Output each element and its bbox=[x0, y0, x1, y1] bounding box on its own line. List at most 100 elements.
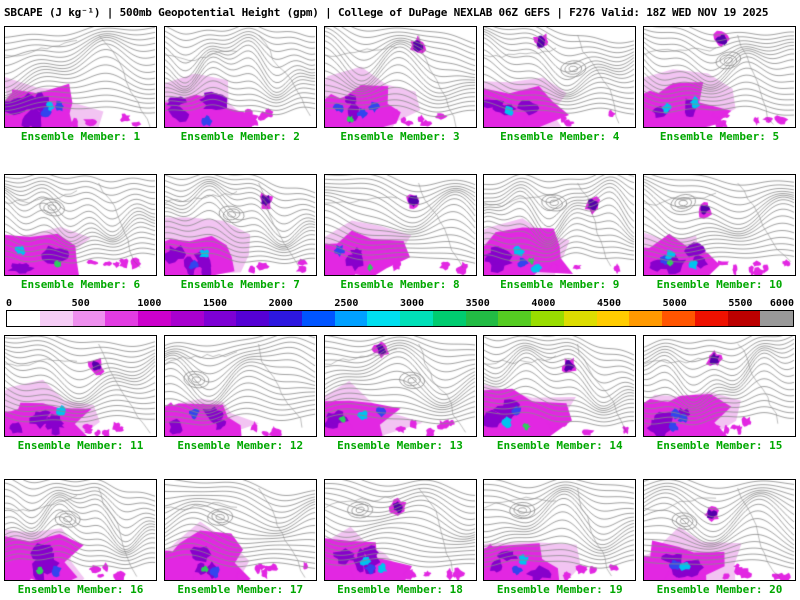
colorbar-tick-label: 4000 bbox=[531, 298, 556, 309]
ensemble-member-label: Ensemble Member: 20 bbox=[656, 583, 783, 596]
label-row-1: Ensemble Member: 1 Ensemble Member: 2 Ense… bbox=[0, 130, 800, 146]
ensemble-map-panel bbox=[643, 479, 796, 581]
ensemble-map-panel bbox=[163, 335, 317, 437]
ensemble-member-label: Ensemble Member: 12 bbox=[177, 439, 304, 452]
panel-row-4 bbox=[0, 479, 800, 581]
colorbar-tick-label: 2500 bbox=[334, 298, 359, 309]
ensemble-map-panel bbox=[483, 26, 637, 128]
ensemble-map bbox=[324, 175, 476, 275]
ensemble-map-panel bbox=[4, 174, 157, 276]
label-row-3: Ensemble Member: 11 Ensemble Member: 12 En… bbox=[0, 439, 800, 455]
ensemble-member-label: Ensemble Member: 5 bbox=[659, 130, 780, 143]
cape-colorbar: 0 500 1000 1500 2000 2500 3000 3500 4000 4500 5000… bbox=[6, 298, 794, 327]
colorbar-segment bbox=[105, 311, 138, 326]
colorbar-segment bbox=[170, 311, 204, 326]
ensemble-member-label: Ensemble Member: 13 bbox=[337, 439, 463, 452]
ensemble-member-label: Ensemble Member: 10 bbox=[656, 278, 783, 291]
colorbar-segment bbox=[531, 311, 564, 326]
ensemble-member-label: Ensemble Member: 1 bbox=[20, 130, 141, 143]
ensemble-member-label: Ensemble Member: 3 bbox=[340, 130, 460, 143]
ensemble-map-panel bbox=[4, 479, 157, 581]
ensemble-map-panel bbox=[4, 335, 157, 437]
ensemble-member-label: Ensemble Member: 6 bbox=[20, 278, 141, 291]
ensemble-member-label: Ensemble Member: 7 bbox=[180, 278, 300, 291]
colorbar-tick-label: 5500 bbox=[728, 298, 753, 309]
ensemble-map bbox=[164, 336, 316, 436]
colorbar-segment bbox=[138, 311, 171, 326]
colorbar-tick-label: 0 bbox=[6, 298, 13, 309]
colorbar-segment bbox=[465, 311, 499, 326]
ensemble-map-panel bbox=[643, 174, 796, 276]
colorbar-segment bbox=[334, 311, 368, 326]
ensemble-map-panel bbox=[323, 479, 477, 581]
colorbar-tick-label: 3500 bbox=[465, 298, 490, 309]
ensemble-member-label: Ensemble Member: 15 bbox=[656, 439, 783, 452]
colorbar-tick-label: 2000 bbox=[268, 298, 293, 309]
colorbar-segment bbox=[7, 311, 40, 326]
colorbar-segment bbox=[563, 311, 597, 326]
ensemble-map bbox=[5, 480, 156, 580]
colorbar-segment bbox=[662, 311, 695, 326]
colorbar-tick-labels: 0 500 1000 1500 2000 2500 3000 3500 4000 4500 5000… bbox=[6, 298, 794, 310]
colorbar-segment bbox=[432, 311, 466, 326]
ensemble-map bbox=[5, 175, 156, 275]
ensemble-member-label: Ensemble Member: 2 bbox=[180, 130, 300, 143]
title-bar: SBCAPE (J kg⁻¹) | 500mb Geopotential Hei… bbox=[0, 0, 800, 19]
colorbar-segment bbox=[39, 311, 73, 326]
ensemble-map bbox=[324, 480, 476, 580]
colorbar-segment bbox=[596, 311, 630, 326]
ensemble-map bbox=[644, 175, 795, 275]
ensemble-map-panel bbox=[323, 335, 477, 437]
ensemble-member-label: Ensemble Member: 9 bbox=[500, 278, 620, 291]
label-row-2: Ensemble Member: 6 Ensemble Member: 7 Ense… bbox=[0, 278, 800, 294]
colorbar-segment bbox=[203, 311, 237, 326]
colorbar-segment bbox=[269, 311, 302, 326]
ensemble-map bbox=[164, 27, 316, 127]
panel-row-1 bbox=[0, 26, 800, 128]
panel-row-3 bbox=[0, 335, 800, 437]
colorbar-tick-label: 1500 bbox=[203, 298, 228, 309]
ensemble-map bbox=[644, 27, 795, 127]
ensemble-map-panel bbox=[323, 26, 477, 128]
ensemble-member-label: Ensemble Member: 11 bbox=[17, 439, 144, 452]
ensemble-member-label: Ensemble Member: 4 bbox=[500, 130, 620, 143]
colorbar-gradient-bar bbox=[6, 310, 794, 327]
colorbar-segment bbox=[367, 311, 400, 326]
ensemble-map-panel bbox=[163, 479, 317, 581]
ensemble-map-panel bbox=[163, 174, 317, 276]
colorbar-segment bbox=[72, 311, 106, 326]
ensemble-member-label: Ensemble Member: 8 bbox=[340, 278, 460, 291]
ensemble-map bbox=[644, 336, 795, 436]
ensemble-member-label: Ensemble Member: 19 bbox=[496, 583, 623, 596]
colorbar-tick-label: 3000 bbox=[400, 298, 425, 309]
colorbar-segment bbox=[694, 311, 728, 326]
ensemble-map-panel bbox=[483, 479, 637, 581]
ensemble-map bbox=[324, 336, 476, 436]
colorbar-tick-label: 6000 bbox=[769, 298, 794, 309]
colorbar-tick-label: 1000 bbox=[137, 298, 162, 309]
colorbar-segment bbox=[498, 311, 531, 326]
colorbar-segment bbox=[400, 311, 433, 326]
ensemble-map bbox=[484, 175, 636, 275]
colorbar-segment bbox=[629, 311, 662, 326]
colorbar-segment bbox=[727, 311, 761, 326]
ensemble-map bbox=[644, 480, 795, 580]
ensemble-map bbox=[164, 480, 316, 580]
ensemble-map-panel bbox=[163, 26, 317, 128]
ensemble-map bbox=[324, 27, 476, 127]
ensemble-map bbox=[5, 336, 156, 436]
colorbar-segment bbox=[236, 311, 269, 326]
product-title: SBCAPE (J kg⁻¹) | 500mb Geopotential Hei… bbox=[4, 6, 769, 19]
colorbar-segment bbox=[760, 311, 793, 326]
label-row-4: Ensemble Member: 16 Ensemble Member: 17 En… bbox=[0, 583, 800, 599]
ensemble-map-panel bbox=[643, 335, 796, 437]
colorbar-tick-label: 500 bbox=[71, 298, 90, 309]
ensemble-member-label: Ensemble Member: 17 bbox=[177, 583, 304, 596]
ensemble-member-label: Ensemble Member: 18 bbox=[337, 583, 463, 596]
colorbar-segment bbox=[301, 311, 335, 326]
ensemble-map bbox=[5, 27, 156, 127]
ensemble-map-panel bbox=[483, 174, 637, 276]
ensemble-map-panel bbox=[323, 174, 477, 276]
ensemble-map-panel bbox=[643, 26, 796, 128]
